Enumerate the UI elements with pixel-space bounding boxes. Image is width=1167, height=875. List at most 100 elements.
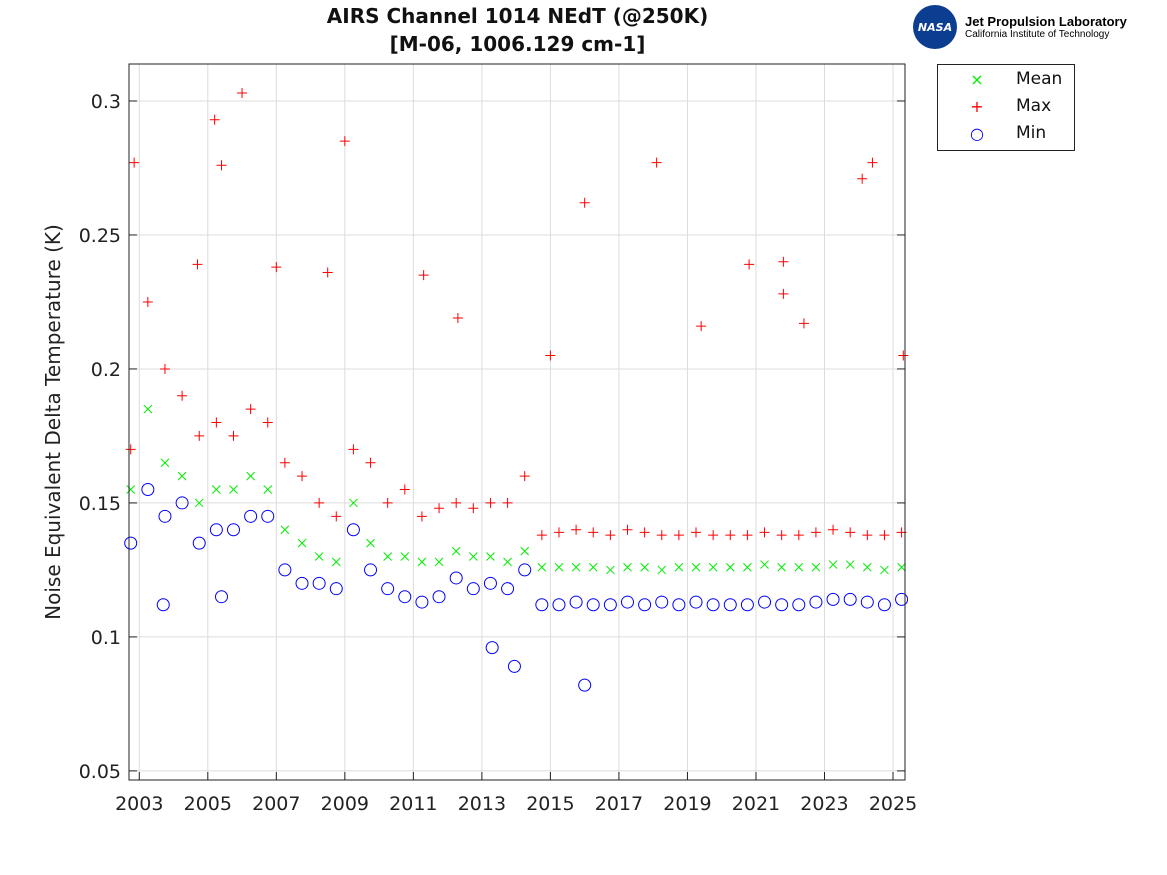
max-point [125,444,136,455]
min-point [723,598,737,612]
mean-point [708,562,718,572]
mean-point [434,557,444,567]
min-point [415,595,429,609]
min-point [244,509,258,523]
x-tick-label: 2021 [732,793,780,815]
nasa-logo-icon: NASA [913,5,957,49]
max-point [216,160,227,171]
mean-point [503,557,512,567]
min-point [295,576,309,590]
max-point [194,430,205,441]
max-point [416,511,427,522]
mean-point [862,562,872,572]
mean-point [520,546,530,556]
min-point [329,582,343,596]
mean-point [194,498,204,508]
y-tick-label: 0.3 [91,91,121,113]
mean-point [349,498,358,508]
max-point [382,497,393,508]
min-point [620,595,634,609]
max-point [468,503,479,514]
mean-point [212,485,221,494]
mean-point [588,562,598,572]
mean-point [314,552,324,561]
mean-point [537,562,547,572]
min-point [809,595,823,609]
mean-point [725,562,735,572]
min-point [215,590,229,604]
max-point [339,136,350,147]
mean-point [554,562,564,572]
jpl-logo: NASA Jet Propulsion Laboratory Californi… [913,5,1127,49]
min-point [226,523,240,537]
min-point [449,571,463,585]
mean-point [777,562,787,572]
max-point [177,390,188,401]
logo-line1: Jet Propulsion Laboratory [965,14,1127,29]
min-point [175,496,189,510]
min-point [689,595,703,609]
max-point [651,157,662,168]
max-point [553,527,564,538]
max-point [452,313,463,324]
min-point [843,592,857,606]
chart-title: AIRS Channel 1014 NEdT (@250K) [326,4,709,28]
x-tick-label: 2007 [252,793,300,815]
mean-point [880,565,889,575]
min-point [398,590,412,604]
max-point [331,511,342,522]
mean-point [828,560,838,569]
min-point [485,641,499,655]
mean-point [794,562,804,572]
max-point [845,527,856,538]
max-point [502,497,513,508]
max-point [759,527,770,538]
min-point [603,598,617,612]
max-point [314,497,325,508]
max-point [725,530,736,541]
max-point [673,530,684,541]
max-point [399,484,410,495]
x-tick-label: 2003 [115,793,163,815]
min-point [578,678,592,692]
max-point [691,527,702,538]
mean-point [486,552,495,561]
max-point [742,530,753,541]
max-point [245,404,256,415]
max-point [209,114,220,125]
min-point [483,576,497,590]
min-point [895,592,909,606]
min-point [432,590,446,604]
mean-point [743,562,752,572]
max-point [519,471,530,482]
mean-point [674,562,684,572]
legend: × Mean + Max ○ Min [937,64,1075,151]
mean-point [897,562,906,572]
mean-point [331,557,341,567]
plus-marker-icon: + [970,96,984,116]
min-point [507,659,521,673]
min-point [775,598,789,612]
mean-point [417,557,427,567]
min-point [158,509,172,523]
max-point [605,530,616,541]
mean-point [177,471,187,481]
max-point [622,524,633,535]
y-tick-label: 0.15 [79,493,121,515]
mean-point [760,560,769,569]
mean-point [229,485,238,494]
mean-point [451,546,461,556]
mean-point [383,552,393,561]
min-point [672,598,686,612]
max-point [297,471,308,482]
min-point [586,598,600,612]
max-point [211,417,222,428]
max-point [571,524,582,535]
min-point [141,483,155,497]
max-point [696,321,707,332]
x-tick-label: 2017 [595,793,643,815]
mean-point [400,552,410,561]
mean-point [160,458,170,468]
min-point [124,536,138,550]
